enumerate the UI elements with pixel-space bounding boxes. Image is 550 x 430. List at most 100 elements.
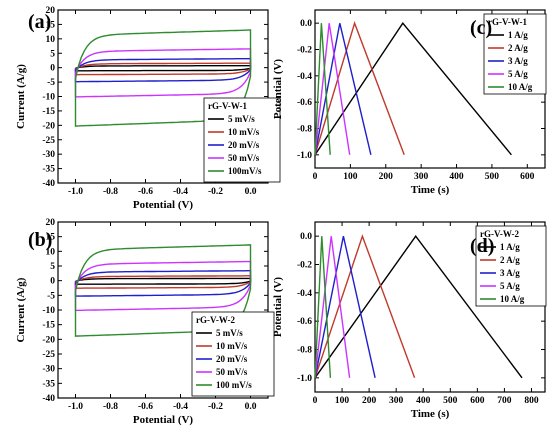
legend-entry: 50 mV/s <box>228 153 260 163</box>
x-tick-label: 100 <box>335 396 350 406</box>
legend-entry: 5 A/g <box>500 281 520 291</box>
x-tick-label: 400 <box>449 172 464 182</box>
plot-frame <box>314 221 546 393</box>
x-tick-label: 200 <box>379 172 394 182</box>
x-tick-label: -0.2 <box>208 187 223 197</box>
y-tick-label: 0.0 <box>300 19 312 29</box>
y-tick-label: -20 <box>42 335 55 345</box>
legend-frame <box>203 97 281 183</box>
y-tick-label: -30 <box>42 150 55 160</box>
x-tick-label: 200 <box>362 396 377 406</box>
series-line-1-a-g <box>314 235 523 379</box>
y-axis-title: Potential (V) <box>272 59 284 120</box>
x-tick-label: 400 <box>416 396 431 406</box>
y-tick-label: 20 <box>46 218 56 228</box>
legend-entry: 1 A/g <box>500 242 520 252</box>
x-axis-title: Potential (V) <box>133 414 194 426</box>
series-line-2-a-g <box>314 21 405 156</box>
y-tick-label: -35 <box>42 165 55 175</box>
legend-entry: 100 mV/s <box>216 380 252 390</box>
y-axis-title: Current (A/g) <box>15 64 27 129</box>
x-tick-label: -0.4 <box>173 187 188 197</box>
legend-entry: 20 mV/s <box>216 354 248 364</box>
series-line-10-a-g <box>314 23 331 155</box>
legend-entry: 5 mV/s <box>216 328 243 338</box>
series-line-100-mv-s <box>74 244 252 337</box>
y-tick-label: -0.4 <box>297 289 312 299</box>
panel-label: (d) <box>470 235 494 257</box>
series-line-50-mv-s <box>74 260 252 312</box>
legend: rG-V-W-1 5 mV/s 10 mV/s 20 mV/s 50 mV/s 100mV… <box>203 97 281 183</box>
y-tick-label: -30 <box>42 365 55 375</box>
series-line-5-mv-s <box>74 65 252 72</box>
y-tick-label: -0.4 <box>297 72 312 82</box>
series-line-2-a-g <box>314 234 416 379</box>
y-tick-label: -25 <box>42 136 55 146</box>
panel-label: (c) <box>470 17 492 39</box>
legend-entry: 100mV/s <box>228 166 262 176</box>
x-tick-label: -0.6 <box>138 187 153 197</box>
series-line-50-mv-s <box>74 48 252 98</box>
y-tick-label: -1.0 <box>297 151 312 161</box>
chart-panel-a: -1.0 -0.8 -0.6 -0.4 -0.2 0.0 -40 -35 -30 -25 -20 -1… <box>15 6 281 211</box>
y-tick-label: -10 <box>42 93 55 103</box>
y-tick-label: -5 <box>47 291 55 301</box>
y-tick-label: -0.8 <box>297 346 312 356</box>
y-tick-label: 10 <box>46 35 56 45</box>
x-tick-label: -0.8 <box>103 187 118 197</box>
legend-entry: 50 mV/s <box>216 367 248 377</box>
legend: rG-V-W-2 5 mV/s 10 mV/s 20 mV/s 50 mV/s 100 m… <box>191 311 275 397</box>
series-line-5-mv-s <box>74 277 252 285</box>
x-tick-label: 0.0 <box>245 187 257 197</box>
legend: rG-V-W-1 1 A/g 2 A/g 3 A/g 5 A/g 10 A/g <box>483 13 547 95</box>
y-tick-label: -0.2 <box>297 261 312 271</box>
y-tick-label: -15 <box>42 107 55 117</box>
legend-entry: 3 A/g <box>508 56 528 66</box>
legend-entry: 2 A/g <box>508 43 528 53</box>
x-tick-label: -0.6 <box>138 402 153 412</box>
series-line-5-a-g <box>314 236 351 378</box>
y-tick-label: -0.2 <box>297 46 312 56</box>
x-tick-label: 300 <box>414 172 429 182</box>
y-tick-label: -5 <box>47 78 55 88</box>
x-tick-label: 800 <box>524 396 539 406</box>
y-tick-label: -35 <box>42 379 55 389</box>
x-tick-label: 0 <box>313 172 318 182</box>
x-tick-label: 300 <box>389 396 404 406</box>
legend-entry: 2 A/g <box>500 255 520 265</box>
legend-entry: 20 mV/s <box>228 140 260 150</box>
legend-entry: 5 mV/s <box>228 114 255 124</box>
legend-title: rG-V-W-1 <box>488 17 527 27</box>
legend-entry: 3 A/g <box>500 268 520 278</box>
y-tick-label: 15 <box>46 233 56 243</box>
legend-frame <box>483 13 547 95</box>
x-axis-title: Time (s) <box>411 184 450 196</box>
x-tick-label: -1.0 <box>68 187 83 197</box>
y-tick-label: 20 <box>46 6 56 16</box>
x-tick-label: 0 <box>313 396 318 406</box>
panel-label: (a) <box>28 11 51 33</box>
legend-entry: 10 A/g <box>508 82 533 92</box>
legend-title: rG-V-W-2 <box>480 229 519 239</box>
y-tick-label: -0.8 <box>297 125 312 135</box>
y-tick-label: -1.0 <box>297 374 312 384</box>
y-tick-label: 15 <box>46 20 56 30</box>
y-tick-label: -15 <box>42 321 55 331</box>
y-axis-title: Current (A/g) <box>15 277 27 342</box>
chart-panel-c: 0 100 200 300 400 500 600 -1.0 -0.8 -0.6 -0.4 -0.2 0… <box>272 9 547 196</box>
x-tick-label: 100 <box>343 172 358 182</box>
y-tick-label: 10 <box>46 247 56 257</box>
x-tick-label: 500 <box>485 172 500 182</box>
legend-entry: 10 mV/s <box>228 127 260 137</box>
series-line-1-a-g <box>314 22 512 156</box>
chart-panel-b: -1.0 -0.8 -0.6 -0.4 -0.2 0.0 -40 -35 -30 -25 -20 -1… <box>15 218 275 426</box>
x-tick-label: 600 <box>470 396 485 406</box>
legend-entry: 10 mV/s <box>216 341 248 351</box>
legend: rG-V-W-2 1 A/g 2 A/g 3 A/g 5 A/g 10 A/g <box>475 225 547 307</box>
y-tick-label: -0.6 <box>297 317 312 327</box>
series-line-3-a-g <box>314 236 376 378</box>
legend-entry: 1 A/g <box>508 30 528 40</box>
legend-frame <box>191 311 275 397</box>
x-tick-label: 0.0 <box>245 402 257 412</box>
